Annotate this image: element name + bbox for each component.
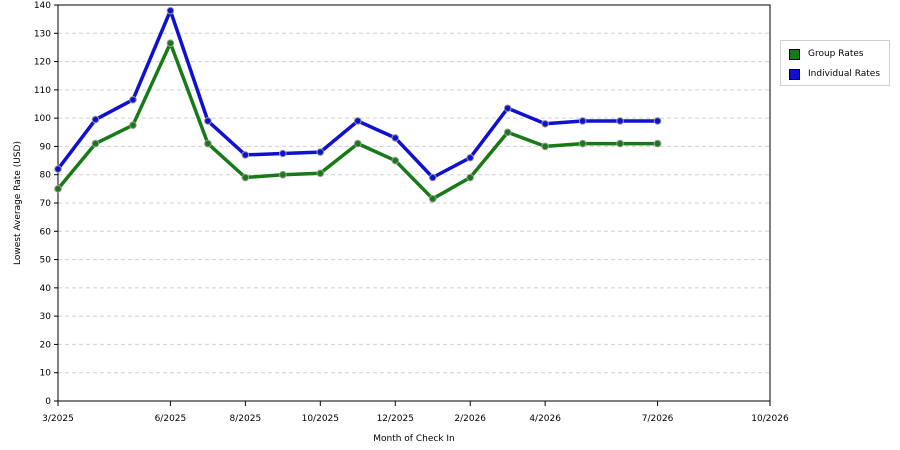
data-point-individual-rates (279, 149, 287, 158)
y-tick-label: 120 (34, 58, 51, 68)
data-point-group-rates (241, 173, 250, 182)
legend-label-individual-rates: Individual Rates (808, 69, 881, 79)
data-point-individual-rates (541, 120, 549, 128)
x-tick-label: 10/2026 (751, 414, 789, 424)
data-point-group-rates (204, 139, 212, 148)
y-tick-label: 60 (40, 227, 52, 237)
data-point-group-rates (316, 169, 325, 178)
legend-swatch-group-rates (789, 48, 800, 60)
series-group (54, 6, 662, 203)
data-point-individual-rates (316, 148, 325, 156)
y-axis: 0 10 20 30 40 50 60 70 80 90 100 110 120 130 140 (34, 1, 58, 407)
chart-legend: Group Rates Individual Rates (780, 40, 890, 86)
y-axis-title: Lowest Average Rate (USD) (13, 141, 23, 265)
gridlines (58, 32, 770, 374)
y-tick-label: 20 (40, 340, 52, 350)
data-point-group-rates (616, 139, 624, 148)
y-tick-label: 80 (40, 171, 52, 181)
data-point-group-rates (391, 156, 400, 165)
data-point-individual-rates (241, 151, 250, 159)
y-tick-label: 100 (34, 114, 51, 124)
data-point-individual-rates (353, 117, 362, 125)
y-tick-label: 50 (40, 256, 52, 266)
data-point-individual-rates (428, 173, 437, 182)
y-tick-label: 130 (34, 29, 51, 39)
data-point-individual-rates (391, 134, 400, 142)
x-tick-label: 6/2025 (155, 414, 187, 424)
data-point-group-rates (653, 139, 662, 148)
x-axis: 3/2025 6/2025 8/2025 10/2025 12/2025 2/2026 4/… (42, 401, 789, 424)
y-tick-label: 10 (40, 369, 52, 379)
data-point-individual-rates (166, 6, 175, 15)
data-point-individual-rates (466, 153, 475, 162)
data-point-individual-rates (91, 115, 100, 124)
x-tick-label: 2/2026 (454, 414, 486, 424)
x-tick-label: 10/2025 (302, 414, 339, 424)
x-tick-label: 8/2025 (230, 414, 262, 424)
data-point-individual-rates (653, 117, 662, 125)
y-tick-label: 110 (34, 86, 51, 96)
data-point-group-rates (129, 121, 137, 130)
data-point-group-rates (279, 170, 287, 179)
data-point-individual-rates (54, 165, 62, 173)
legend-label-group-rates: Group Rates (808, 49, 864, 59)
data-point-individual-rates (503, 104, 512, 113)
series-individual-rates (54, 6, 662, 182)
legend-item-group-rates: Group Rates (789, 47, 864, 61)
y-tick-label: 30 (40, 312, 52, 322)
x-tick-label: 12/2025 (377, 414, 414, 424)
data-point-group-rates (503, 128, 512, 137)
data-point-group-rates (541, 142, 549, 151)
data-point-group-rates (91, 139, 100, 148)
data-point-group-rates (428, 194, 437, 203)
data-point-group-rates (166, 39, 175, 47)
data-point-individual-rates (616, 117, 624, 125)
x-tick-label: 3/2025 (42, 414, 74, 424)
data-point-individual-rates (204, 117, 212, 125)
data-point-group-rates (54, 185, 62, 193)
y-tick-label: 90 (40, 142, 52, 152)
y-tick-label: 70 (40, 199, 52, 209)
series-group-rates (54, 39, 662, 203)
data-point-group-rates (466, 173, 475, 182)
y-tick-label: 140 (34, 1, 51, 11)
x-tick-label: 7/2026 (642, 414, 674, 424)
legend-swatch-individual-rates (789, 68, 800, 80)
x-tick-label: 4/2026 (529, 414, 561, 424)
legend-item-individual-rates: Individual Rates (789, 67, 880, 81)
data-point-group-rates (353, 139, 362, 148)
y-tick-label: 40 (40, 284, 52, 294)
data-point-individual-rates (129, 95, 137, 104)
x-axis-title: Month of Check In (373, 434, 455, 444)
data-point-individual-rates (578, 117, 587, 125)
y-tick-label: 0 (45, 397, 51, 407)
data-point-group-rates (578, 139, 587, 148)
